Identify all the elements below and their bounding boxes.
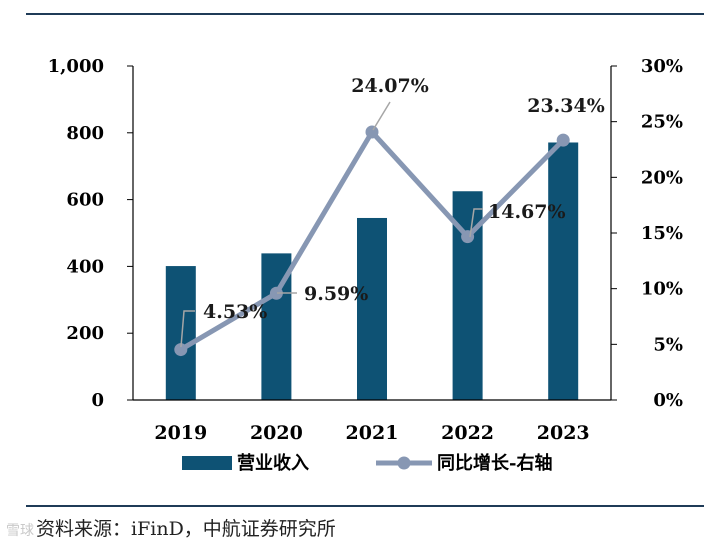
legend-line-marker	[397, 456, 411, 470]
growth-data-label: 23.34%	[527, 95, 605, 117]
growth-point	[365, 125, 379, 139]
right-axis-tick-label: 0%	[653, 390, 683, 411]
right-axis-tick-label: 5%	[653, 334, 683, 355]
right-axis-tick-label: 25%	[641, 112, 683, 133]
left-axis-tick-label: 200	[66, 323, 104, 344]
growth-data-label: 9.59%	[304, 283, 368, 305]
left-axis-tick-label: 400	[66, 256, 104, 277]
right-axis-tick-label: 20%	[641, 167, 683, 188]
legend-bar-swatch	[182, 456, 232, 470]
revenue-bar	[357, 217, 387, 400]
bottom-rule	[26, 505, 704, 507]
growth-point	[556, 133, 570, 147]
revenue-growth-chart: 0 200 400 600 800 1,000 0% 5% 10% 15% 20% 25% 30% 201…	[48, 56, 683, 474]
x-axis-tick-label: 2021	[346, 422, 399, 444]
legend-line-label: 同比增长-右轴	[437, 452, 552, 474]
data-label-leader	[372, 101, 391, 131]
left-axis-tick-label: 0	[91, 390, 104, 411]
growth-data-label: 4.53%	[203, 301, 267, 323]
growth-data-label: 24.07%	[351, 75, 429, 97]
x-axis-tick-label: 2022	[441, 422, 494, 444]
growth-data-label: 14.67%	[488, 201, 566, 223]
top-rule	[26, 13, 704, 15]
revenue-bar	[165, 266, 196, 400]
left-axis-tick-label: 800	[66, 123, 104, 144]
growth-point	[174, 343, 188, 357]
left-axis-tick-label: 1,000	[48, 56, 104, 77]
data-label-leader	[180, 310, 195, 348]
x-axis-tick-label: 2020	[250, 422, 303, 444]
source-note: 资料来源：iFinD，中航证券研究所	[36, 518, 336, 540]
left-axis-tick-label: 600	[66, 190, 104, 211]
legend-bar-label: 营业收入	[237, 452, 309, 474]
x-axis-tick-label: 2019	[154, 422, 207, 444]
growth-point	[269, 286, 283, 300]
watermark-text: 雪球	[6, 523, 34, 539]
right-axis-tick-label: 30%	[641, 56, 683, 77]
x-axis-tick-label: 2023	[537, 422, 590, 444]
revenue-bar	[548, 142, 579, 400]
right-axis-tick-label: 10%	[641, 279, 683, 300]
data-label-leader	[469, 208, 483, 238]
right-axis-tick-label: 15%	[641, 223, 683, 244]
growth-point	[461, 230, 475, 244]
